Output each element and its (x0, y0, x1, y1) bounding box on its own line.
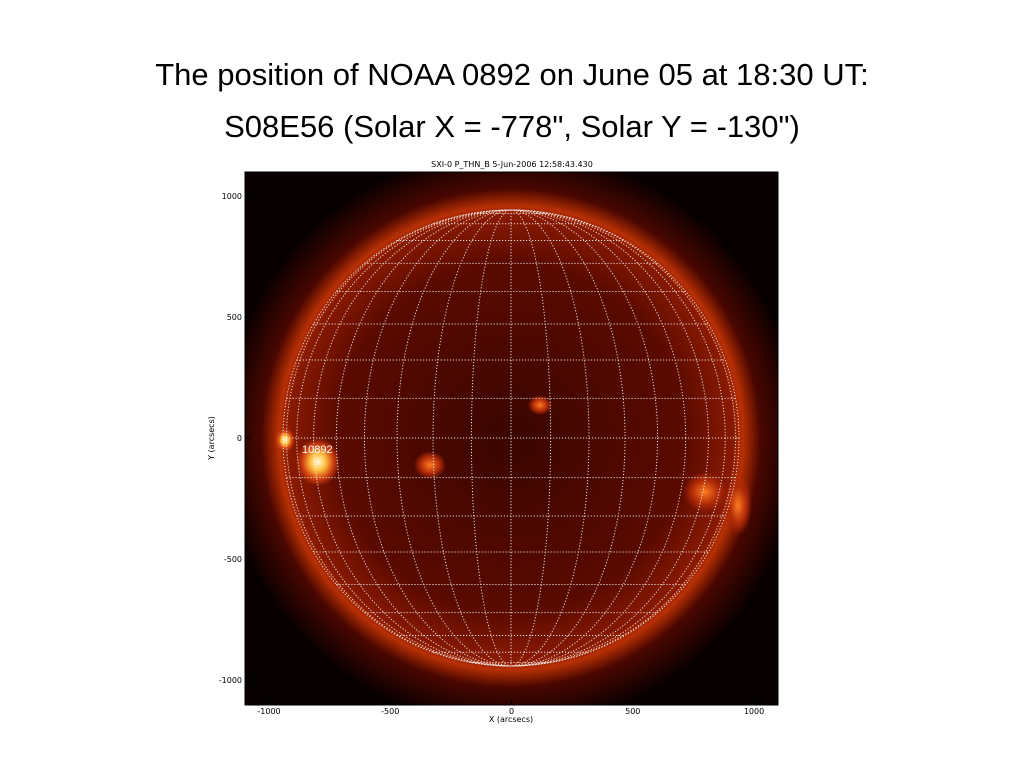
x-tick-label: -500 (381, 707, 399, 716)
meridian (432, 209, 590, 667)
bright-spot (724, 475, 752, 535)
y-tick-label: 1000 (222, 192, 242, 201)
x-tick-label: 500 (625, 707, 640, 716)
title-line: S08E56 (Solar X = -778", Solar Y = -130"… (224, 109, 800, 144)
bright-spot (528, 395, 552, 415)
x-tick-label: 1000 (744, 707, 764, 716)
coordinate-grid (282, 209, 740, 667)
title-line: The position of NOAA 0892 on June 05 at … (155, 57, 868, 92)
y-tick-label: -1000 (219, 676, 242, 685)
region-label: 10892 (302, 444, 333, 456)
meridian (313, 209, 709, 667)
bright-spot (275, 428, 295, 452)
y-tick-label: 0 (237, 434, 242, 443)
y-tick-label: -500 (224, 555, 242, 564)
x-tick-label: 0 (509, 707, 514, 716)
y-tick-label: 500 (227, 313, 242, 322)
image-caption: SXI-0 P_THN_B 5-Jun-2006 12:58:43.430 (431, 160, 593, 169)
bright-spot (414, 451, 446, 479)
bright-spot (296, 438, 340, 486)
axis-ticks: -1000 -500 0 500 1000 1000 500 0 -500 -1000 (219, 192, 764, 716)
x-axis-label: X (arcsecs) (489, 715, 533, 724)
bright-spot (683, 472, 727, 512)
y-axis-label: Y (arcsecs) (207, 416, 216, 461)
solar-image: 10892 (245, 172, 778, 705)
x-tick-label: -1000 (257, 707, 280, 716)
